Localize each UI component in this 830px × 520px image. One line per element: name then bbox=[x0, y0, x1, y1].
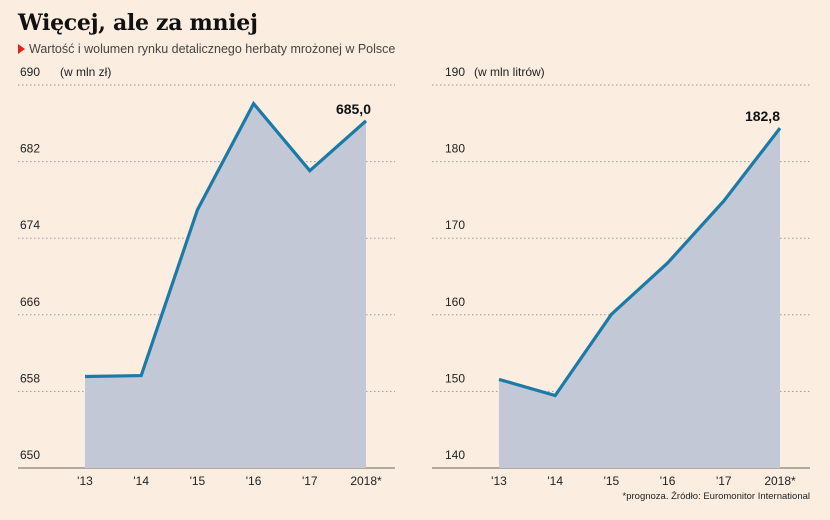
y-tick-label: 674 bbox=[20, 218, 40, 232]
unit-label: (w mln litrów) bbox=[474, 65, 545, 79]
series-line bbox=[84, 100, 368, 379]
chart-subtitle: Wartość i wolumen rynku detalicznego her… bbox=[18, 42, 395, 56]
x-tick-label: 2018* bbox=[350, 474, 382, 488]
x-tick-label: '15 bbox=[190, 474, 206, 488]
red-triangle-icon bbox=[18, 44, 25, 54]
y-tick-label: 180 bbox=[445, 142, 465, 156]
y-tick-label: 658 bbox=[20, 371, 40, 385]
x-tick-label: '14 bbox=[133, 474, 149, 488]
y-tick-label: 170 bbox=[445, 218, 465, 232]
x-tick-label: '13 bbox=[491, 474, 507, 488]
data-label: 685,0 bbox=[336, 101, 371, 117]
x-tick-label: '13 bbox=[77, 474, 93, 488]
data-label: 182,8 bbox=[745, 108, 780, 124]
source-note: *prognoza. Źródło: Euromonitor Internati… bbox=[622, 491, 810, 502]
x-tick-label: 2018* bbox=[764, 474, 796, 488]
y-tick-label: 150 bbox=[445, 371, 465, 385]
x-tick-label: '17 bbox=[716, 474, 732, 488]
subtitle-text: Wartość i wolumen rynku detalicznego her… bbox=[29, 42, 396, 56]
y-tick-label: 650 bbox=[20, 448, 40, 462]
x-tick-label: '14 bbox=[547, 474, 563, 488]
unit-label: (w mln zł) bbox=[60, 65, 111, 79]
y-tick-label: 666 bbox=[20, 295, 40, 309]
y-tick-label: 140 bbox=[445, 448, 465, 462]
x-tick-label: '15 bbox=[604, 474, 620, 488]
area-fill bbox=[85, 103, 366, 468]
y-tick-label: 190 bbox=[445, 65, 465, 79]
x-tick-label: '17 bbox=[302, 474, 318, 488]
area-fill bbox=[499, 128, 780, 469]
y-tick-label: 160 bbox=[445, 295, 465, 309]
chart-title: Więcej, ale za mniej bbox=[18, 10, 258, 36]
series-line bbox=[498, 127, 782, 398]
x-tick-label: '16 bbox=[660, 474, 676, 488]
y-tick-label: 682 bbox=[20, 142, 40, 156]
y-tick-label: 690 bbox=[20, 65, 40, 79]
x-tick-label: '16 bbox=[246, 474, 262, 488]
